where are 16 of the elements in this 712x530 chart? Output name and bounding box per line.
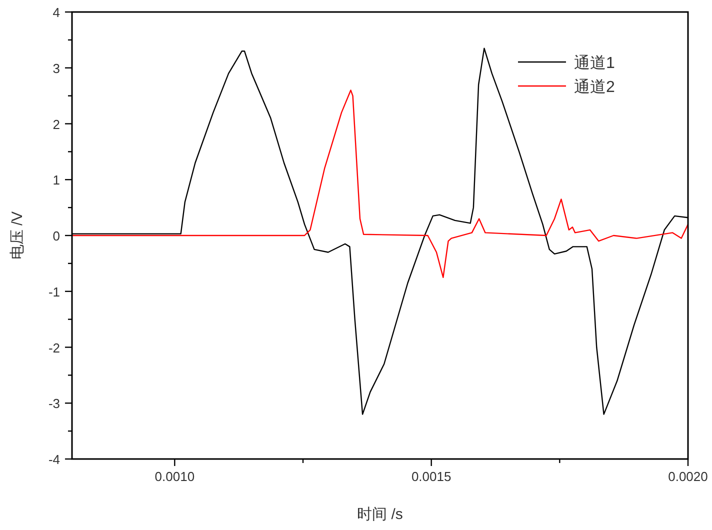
x-tick-label: 0.0015 xyxy=(411,469,452,484)
x-axis-title: 时间 /s xyxy=(357,506,403,523)
y-tick-label: -3 xyxy=(48,396,60,412)
y-tick-label: -1 xyxy=(48,284,60,300)
y-axis-title: 电压 /V xyxy=(9,211,26,260)
y-tick-label: -4 xyxy=(48,452,60,467)
y-tick-label: 2 xyxy=(52,116,60,132)
x-tick-label: 0.0020 xyxy=(668,469,708,484)
y-tick-label: -2 xyxy=(48,340,60,356)
legend-label: 通道2 xyxy=(574,78,615,96)
x-tick-label: 0.0010 xyxy=(154,469,195,484)
y-tick-label: 3 xyxy=(52,60,60,76)
y-tick-label: 1 xyxy=(52,172,60,188)
y-tick-label: 4 xyxy=(52,5,60,20)
legend-label: 通道1 xyxy=(574,54,615,72)
y-tick-label: 0 xyxy=(52,228,60,244)
